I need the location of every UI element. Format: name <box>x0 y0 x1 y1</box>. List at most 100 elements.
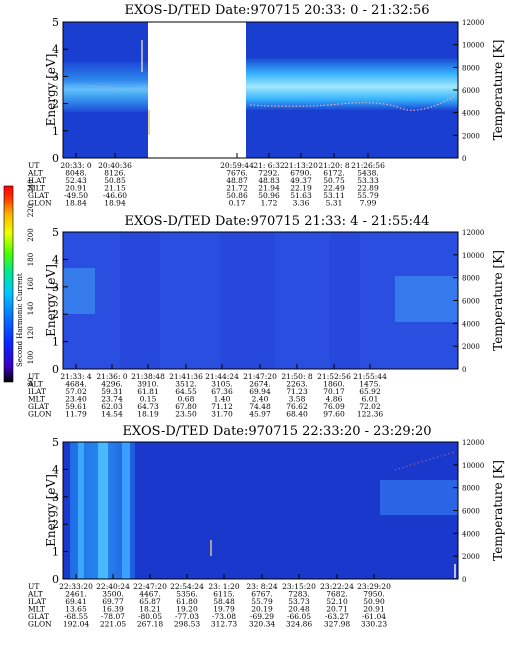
ephemeris-row-label: GLON <box>28 410 52 419</box>
ephemeris-cell: 13.65 <box>65 605 87 614</box>
ephemeris-row-label: GLON <box>28 199 52 208</box>
y-tick-label: 2 <box>52 518 59 531</box>
ephemeris-cell: 7950. <box>363 590 384 599</box>
panel-2-title: EXOS-D/TED Date:970715 21:33: 4 - 21:55:… <box>125 214 430 229</box>
y2-tick-label: 12000 <box>462 19 484 27</box>
ephemeris-cell: -73.08 <box>212 612 236 621</box>
ephemeris-cell: 3.58 <box>289 395 306 404</box>
y2-axis-label: Temperature [K] <box>491 250 505 351</box>
panel-3-plot-area <box>63 442 458 579</box>
ephemeris-cell: 52.10 <box>326 597 348 606</box>
ephemeris-cell: 21:55:44 <box>353 372 387 381</box>
y2-axis-label: Temperature [K] <box>491 40 505 141</box>
ephemeris-cell: 5356. <box>176 590 197 599</box>
ephemeris-cell: -77.03 <box>175 612 199 621</box>
colorbar-tick-label: 120 <box>27 326 35 339</box>
ephemeris-cell: 21:50: 8 <box>281 372 313 381</box>
colorbar: Second Harmonic Current <box>3 185 24 383</box>
ephemeris-cell: 5438. <box>357 169 378 178</box>
colorbar-ticks: 80 100 120 140 160 180 200 220 240 <box>27 179 35 386</box>
ephemeris-cell: 31.70 <box>211 410 233 419</box>
ephemeris-cell: 20:40:36 <box>98 161 132 170</box>
ephemeris-cell: -68.55 <box>64 612 88 621</box>
ephemeris-row-label: GLAT <box>28 191 49 200</box>
ephemeris-cell: 8126. <box>104 169 125 178</box>
colorbar-tick-label: 220 <box>27 204 35 217</box>
ephemeris-row-label: GLAT <box>28 612 49 621</box>
ephemeris-cell: -61.04 <box>362 612 386 621</box>
ephemeris-cell: 4467. <box>139 590 160 599</box>
ephemeris-cell: 21: 6:32 <box>253 161 285 170</box>
ephemeris-cell: 72.02 <box>359 402 381 411</box>
ephemeris-cell: 65.92 <box>359 387 381 396</box>
y-tick-label: 1 <box>52 125 59 138</box>
ephemeris-cell: 65.87 <box>139 597 161 606</box>
ephemeris-cell: 23: 1:20 <box>208 582 240 591</box>
ephemeris-cell: 11.79 <box>65 410 87 419</box>
y2-tick-label: 10000 <box>462 252 484 260</box>
ephemeris-cell: 59.31 <box>101 387 122 396</box>
y2-tick-label: 10000 <box>462 42 484 50</box>
ephemeris-cell: 7283. <box>288 590 309 599</box>
ephemeris-cell: 55.79 <box>357 191 379 200</box>
ephemeris-cell: 21:33: 4 <box>60 372 92 381</box>
ephemeris-cell: 58.48 <box>213 597 235 606</box>
ephemeris-cell: 20.48 <box>288 605 310 614</box>
ephemeris-cell: 21:26:56 <box>351 161 385 170</box>
ephemeris-cell: 5.31 <box>326 199 343 208</box>
ephemeris-cell: 2461. <box>65 590 86 599</box>
y-axis-label: Energy [eV] <box>44 474 58 547</box>
y2-tick-label: 0 <box>462 366 466 374</box>
y-axis-label: Energy [eV] <box>44 264 58 337</box>
ephemeris-cell: 22.49 <box>323 184 345 193</box>
ephemeris-cell: 50.90 <box>363 597 385 606</box>
ephemeris-row-label: GLON <box>28 620 52 629</box>
ephemeris-cell: 14.54 <box>101 410 123 419</box>
ephemeris-cell: 18.21 <box>139 605 160 614</box>
ephemeris-cell: 7682. <box>326 590 347 599</box>
ephemeris-cell: 22.19 <box>290 184 312 193</box>
y-tick-label: 3 <box>52 70 59 83</box>
y2-tick-label: 8000 <box>462 275 480 283</box>
ephemeris-cell: 70.17 <box>323 387 345 396</box>
y2-tick-label: 8000 <box>462 64 480 72</box>
ephemeris-cell: 69.94 <box>249 387 271 396</box>
ephemeris-row-label: ALT <box>27 169 43 178</box>
ephemeris-cell: 21:52:56 <box>317 372 351 381</box>
y-axis-label: Energy [eV] <box>44 54 58 127</box>
ephemeris-cell: 312.73 <box>211 620 237 629</box>
ephemeris-cell: 1.72 <box>261 199 278 208</box>
panel-1-title: EXOS-D/TED Date:970715 20:33: 0 - 21:32:… <box>125 3 430 18</box>
ephemeris-cell: 18.84 <box>65 199 87 208</box>
ephemeris-cell: 49.37 <box>290 176 312 185</box>
panel-1-axes: 0 1 2 3 4 5 0 2000 4000 6000 8000 10000 12000 Energy … <box>44 16 505 165</box>
ephemeris-cell: 48.83 <box>258 176 280 185</box>
ephemeris-cell: 74.48 <box>249 402 271 411</box>
ephemeris-cell: 298.53 <box>174 620 200 629</box>
colorbar-tick-label: 100 <box>27 351 35 364</box>
ephemeris-cell: 50.75 <box>323 176 345 185</box>
ephemeris-cell: 21:13:20 <box>284 161 318 170</box>
ephemeris-cell: 67.36 <box>211 387 233 396</box>
ephemeris-cell: 22:40:24 <box>96 582 130 591</box>
y-tick-label: 3 <box>52 281 59 294</box>
ephemeris-cell: 1475. <box>359 380 380 389</box>
ephemeris-cell: 122.36 <box>357 410 383 419</box>
ephemeris-cell: 20.91 <box>363 605 384 614</box>
ephemeris-row-label: MLT <box>28 395 45 404</box>
ephemeris-cell: 3910. <box>137 380 158 389</box>
y-tick-label: 4 <box>52 253 59 266</box>
ephemeris-row-label: ILAT <box>28 387 46 396</box>
ephemeris-cell: 324.86 <box>286 620 312 629</box>
ephemeris-row-label: ALT <box>27 590 43 599</box>
panel-1-plot-area <box>63 22 458 158</box>
y-tick-label: 0 <box>52 152 59 165</box>
y2-tick-label: 6000 <box>462 87 480 95</box>
ephemeris-cell: 61.81 <box>137 387 158 396</box>
ephemeris-cell: 2674. <box>249 380 270 389</box>
ephemeris-cell: -63.27 <box>325 612 349 621</box>
y-tick-label: 4 <box>52 43 59 56</box>
ephemeris-cell: 21:36: 0 <box>96 372 128 381</box>
ephemeris-cell: 50.96 <box>258 191 280 200</box>
